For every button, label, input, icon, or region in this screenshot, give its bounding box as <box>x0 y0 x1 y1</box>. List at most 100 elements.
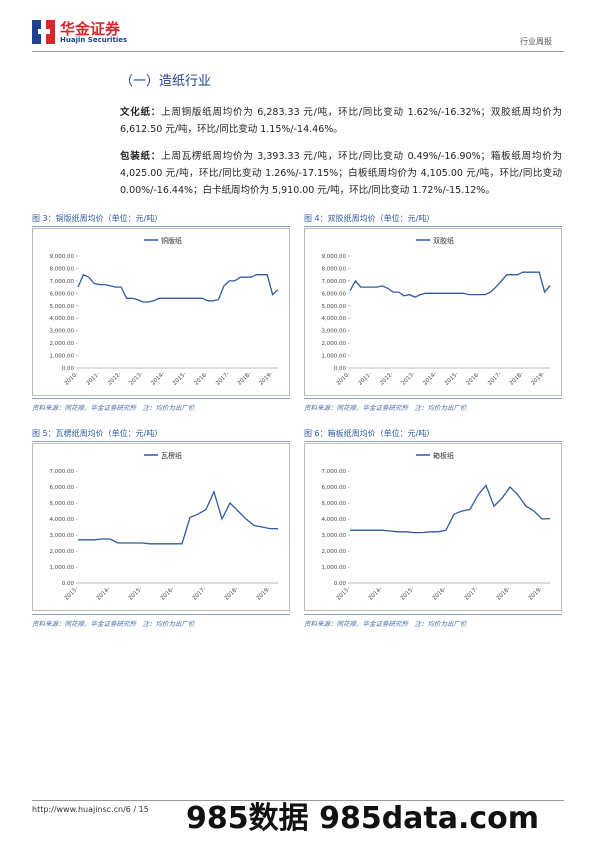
y-tick-label: 7,000.00 <box>322 469 347 475</box>
x-tick-label: 2015- <box>128 586 144 602</box>
legend-label: 双胶纸 <box>433 236 454 245</box>
footer-url: http://www.huajinsc.cn/6 / 15 <box>32 805 149 814</box>
x-tick-label: 2013- <box>401 371 417 387</box>
x-tick-label: 2016- <box>194 371 210 387</box>
x-tick-label: 2019- <box>258 371 274 387</box>
x-tick-label: 2016- <box>466 371 482 387</box>
brand-en: Huajin Securities <box>60 36 128 44</box>
y-tick-label: 2,000.00 <box>50 341 75 347</box>
x-tick-label: 2012- <box>107 371 123 387</box>
x-tick-label: 2014- <box>96 586 112 602</box>
chart-frame <box>32 228 290 396</box>
footer-rule <box>32 800 564 801</box>
x-tick-label: 2015- <box>400 586 416 602</box>
legend-label: 箱板纸 <box>433 451 454 460</box>
y-tick-label: 4,000.00 <box>50 316 75 322</box>
caption: 图 3：铜版纸周均价（单位：元/吨） <box>32 213 290 227</box>
x-tick-label: 2013- <box>129 371 145 387</box>
y-tick-label: 8,000.00 <box>322 266 347 272</box>
x-tick-label: 2011- <box>357 371 373 387</box>
x-tick-label: 2018- <box>237 371 253 387</box>
x-tick-label: 2014- <box>368 586 384 602</box>
y-tick-label: 0.00 <box>334 581 347 587</box>
y-tick-label: 3,000.00 <box>50 329 75 335</box>
chart-frame <box>304 228 562 396</box>
x-tick-label: 2015- <box>172 371 188 387</box>
line <box>350 484 551 534</box>
x-tick-label: 2014- <box>150 371 166 387</box>
x-tick-label: 2010- <box>64 371 80 387</box>
chart: 0.00 1,000.00 2,000.00 3,000.00 4,000.00 5,00… <box>304 228 562 396</box>
x-tick-label: 2018- <box>496 586 512 602</box>
y-tick-label: 1,000.00 <box>322 565 347 571</box>
brand: 华金证券 <box>60 20 121 38</box>
x-tick-label: 2017- <box>192 586 208 602</box>
y-tick-label: 5,000.00 <box>322 304 347 310</box>
x-tick-label: 2019- <box>528 586 544 602</box>
y-tick-label: 5,000.00 <box>50 501 75 507</box>
y-tick-label: 6,000.00 <box>322 485 347 491</box>
caption: 图 6：箱板纸周均价（单位：元/吨） <box>304 428 562 442</box>
y-tick-label: 5,000.00 <box>50 304 75 310</box>
y-tick-label: 6,000.00 <box>322 291 347 297</box>
text: 上周瓦楞纸周均价为 3,393.33 元/吨，环比/同比变动 0.49%/-16… <box>120 151 562 196</box>
line <box>78 489 279 545</box>
chart: 0.00 1,000.00 2,000.00 3,000.00 4,000.00 5,00… <box>32 228 290 396</box>
y-tick-label: 3,000.00 <box>322 329 347 335</box>
source: 资料来源：同花顺，华金证券研究所 注：均价为出厂价 <box>304 398 562 412</box>
paragraph: 文化纸：上周铜版纸周均价为 6,283.33 元/吨，环比/同比变动 1.62%… <box>120 104 562 138</box>
y-tick-label: 8,000.00 <box>50 266 75 272</box>
y-tick-label: 2,000.00 <box>322 341 347 347</box>
y-tick-label: 2,000.00 <box>322 549 347 555</box>
header-rule <box>32 51 564 52</box>
chart: 0.00 1,000.00 2,000.00 3,000.00 4,000.00 5,00… <box>304 443 562 611</box>
chart-frame <box>32 443 290 611</box>
y-tick-label: 6,000.00 <box>50 485 75 491</box>
y-tick-label: 1,000.00 <box>50 565 75 571</box>
legend-label: 瓦楞纸 <box>161 451 182 460</box>
y-tick-label: 1,000.00 <box>322 354 347 360</box>
y-tick-label: 7,000.00 <box>50 469 75 475</box>
watermark: 985数据 985data.com <box>186 801 540 836</box>
chart: 0.00 1,000.00 2,000.00 3,000.00 4,000.00 5,00… <box>32 443 290 611</box>
x-tick-label: 2017- <box>215 371 231 387</box>
legend-label: 铜版纸 <box>161 236 182 245</box>
x-tick-label: 2012- <box>379 371 395 387</box>
y-tick-label: 0.00 <box>62 366 75 372</box>
y-tick-label: 4,000.00 <box>50 517 75 523</box>
x-tick-label: 2019- <box>256 586 272 602</box>
y-tick-label: 4,000.00 <box>322 316 347 322</box>
paragraph: 包装纸：上周瓦楞纸周均价为 3,393.33 元/吨，环比/同比变动 0.49%… <box>120 148 562 199</box>
y-tick-label: 0.00 <box>62 581 75 587</box>
x-tick-label: 2013- <box>336 586 352 602</box>
y-tick-label: 7,000.00 <box>322 279 347 285</box>
source: 资料来源：同花顺，华金证券研究所 注：均价为出厂价 <box>304 614 562 628</box>
y-tick-label: 1,000.00 <box>50 354 75 360</box>
text: 上周铜版纸周均价为 6,283.33 元/吨，环比/同比变动 1.62%/-16… <box>120 107 562 135</box>
x-tick-label: 2017- <box>487 371 503 387</box>
source: 资料来源：同花顺，华金证券研究所 注：均价为出厂价 <box>32 398 290 412</box>
caption: 图 4：双胶纸周均价（单位：元/吨） <box>304 213 562 227</box>
y-tick-label: 5,000.00 <box>322 501 347 507</box>
x-tick-label: 2016- <box>432 586 448 602</box>
y-tick-label: 3,000.00 <box>50 533 75 539</box>
y-tick-label: 6,000.00 <box>50 291 75 297</box>
x-tick-label: 2018- <box>509 371 525 387</box>
section-title: （一）造纸行业 <box>120 74 212 89</box>
logo-icon <box>32 20 55 44</box>
chart-frame <box>304 443 562 611</box>
lead: 文化纸： <box>120 107 162 118</box>
x-tick-label: 2018- <box>224 586 240 602</box>
x-tick-label: 2010- <box>336 371 352 387</box>
y-tick-label: 9,000.00 <box>322 254 347 260</box>
line <box>77 273 279 303</box>
y-tick-label: 4,000.00 <box>322 517 347 523</box>
lead: 包装纸： <box>120 151 162 162</box>
x-tick-label: 2016- <box>160 586 176 602</box>
x-tick-label: 2013- <box>64 586 80 602</box>
report-type: 行业周报 <box>520 37 552 46</box>
y-tick-label: 7,000.00 <box>50 279 75 285</box>
x-tick-label: 2017- <box>464 586 480 602</box>
caption: 图 5：瓦楞纸周均价（单位：元/吨） <box>32 428 290 442</box>
